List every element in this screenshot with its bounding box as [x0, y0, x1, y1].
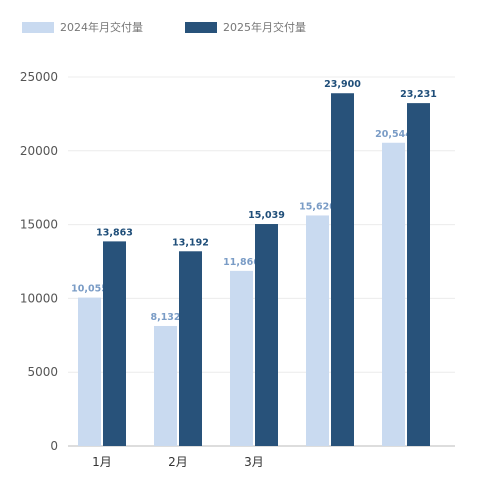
legend: 2024年月交付量 2025年月交付量 — [22, 19, 348, 35]
x-tick-label-2: 2月 — [168, 455, 188, 469]
data-label-2025-5: 23,231 — [400, 89, 437, 100]
data-label-2025-2: 13,192 — [172, 237, 209, 248]
x-tick-label-3: 3月 — [244, 455, 264, 469]
data-label-2024-3: 11,866 — [223, 257, 260, 268]
data-label-2025-1: 13,863 — [96, 227, 133, 238]
data-label-2024-1: 10,055 — [71, 284, 108, 295]
bar-2024-2 — [154, 325, 177, 446]
y-tick-label-20000: 20000 — [20, 144, 58, 158]
bar-2024-3 — [230, 270, 253, 446]
legend-swatch-2024 — [22, 21, 54, 33]
legend-swatch-2025 — [185, 21, 217, 33]
bar-2024-5 — [382, 142, 405, 446]
bar-2025-5 — [407, 103, 430, 446]
y-tick-label-25000: 25000 — [20, 70, 58, 84]
legend-item-2024[interactable]: 2024年月交付量 — [22, 19, 143, 35]
bar-2025-4 — [331, 93, 354, 447]
data-label-2025-4: 23,900 — [324, 79, 361, 90]
bar-2025-3 — [255, 224, 278, 446]
bar-2024-1 — [78, 297, 101, 446]
data-label-2024-4: 15,620 — [299, 201, 336, 212]
bar-2025-2 — [179, 251, 202, 446]
y-tick-label-10000: 10000 — [20, 291, 58, 305]
bar-2025-1 — [103, 241, 126, 446]
y-tick-label-0: 0 — [50, 439, 58, 453]
data-label-2025-3: 15,039 — [248, 210, 285, 221]
y-tick-label-5000: 5000 — [27, 365, 58, 379]
legend-item-2025[interactable]: 2025年月交付量 — [185, 19, 306, 35]
data-label-2024-2: 8,132 — [150, 312, 180, 323]
legend-label-2025: 2025年月交付量 — [223, 21, 306, 34]
x-tick-label-1: 1月 — [92, 455, 112, 469]
bar-2024-4 — [306, 215, 329, 446]
data-label-2024-5: 20,544 — [375, 129, 412, 140]
legend-label-2024: 2024年月交付量 — [60, 21, 143, 34]
y-tick-label-15000: 15000 — [20, 218, 58, 232]
